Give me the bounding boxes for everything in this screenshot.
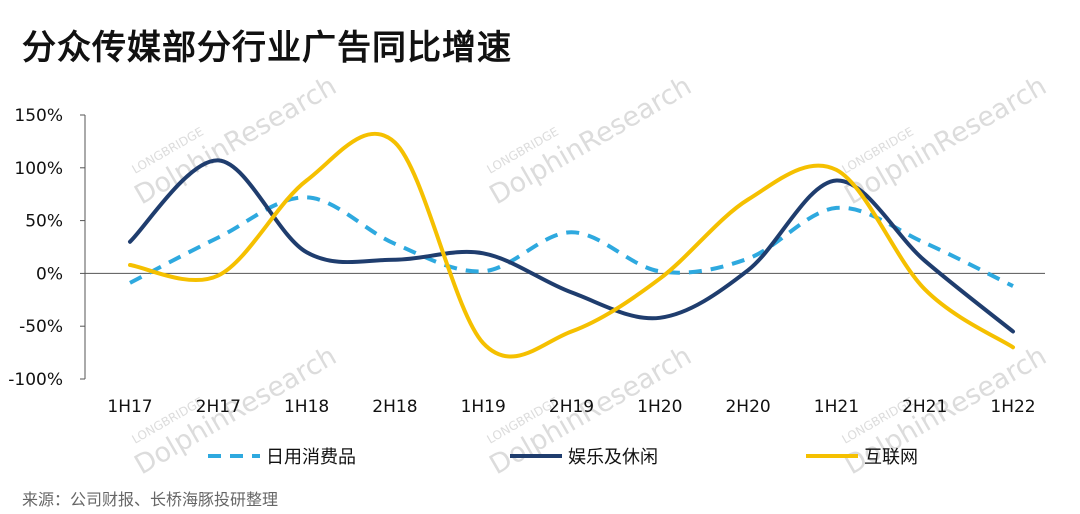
y-tick-label: -50%: [19, 317, 63, 337]
y-tick-label: 50%: [25, 212, 63, 232]
source-note: 来源：公司财报、长桥海豚投研整理: [22, 490, 279, 509]
y-tick-label: 100%: [14, 159, 63, 179]
axes: 150% 100% 50% 0% -50% -100% 1H17 2H17 1H18 2H18 1H…: [8, 106, 1045, 417]
x-tick-label: 1H18: [284, 397, 329, 417]
y-tick-label: 150%: [14, 106, 63, 126]
watermark-name: DolphinResearch: [129, 70, 342, 211]
series-line-3: [128, 131, 1015, 359]
x-tick-label: 1H22: [990, 397, 1035, 417]
x-tick-label: 2H18: [372, 397, 417, 417]
legend-label: 日用消费品: [266, 447, 356, 468]
x-tick-label: 1H17: [107, 397, 152, 417]
y-tick-label: 0%: [36, 264, 63, 284]
chart-title: 分众传媒部分行业广告同比增速: [22, 28, 512, 68]
x-tick-label: 1H20: [637, 397, 682, 417]
x-tick-label: 2H17: [196, 397, 241, 417]
series-line-2: [128, 158, 1015, 334]
x-tick-label: 2H19: [549, 397, 594, 417]
y-tick-label: -100%: [8, 370, 63, 390]
watermark-name: DolphinResearch: [484, 70, 697, 211]
watermark-name: DolphinResearch: [839, 70, 1052, 211]
x-tick-label: 1H19: [461, 397, 506, 417]
series-layer: [128, 131, 1015, 359]
series-line-1: [129, 195, 1014, 288]
x-tick-label: 2H21: [902, 397, 947, 417]
x-tick-label: 2H20: [725, 397, 770, 417]
x-tick-label: 1H21: [814, 397, 859, 417]
legend-label: 互联网: [864, 447, 918, 468]
legend-label: 娱乐及休闲: [568, 447, 658, 468]
legend: 日用消费品 娱乐及休闲 互联网: [208, 447, 918, 468]
